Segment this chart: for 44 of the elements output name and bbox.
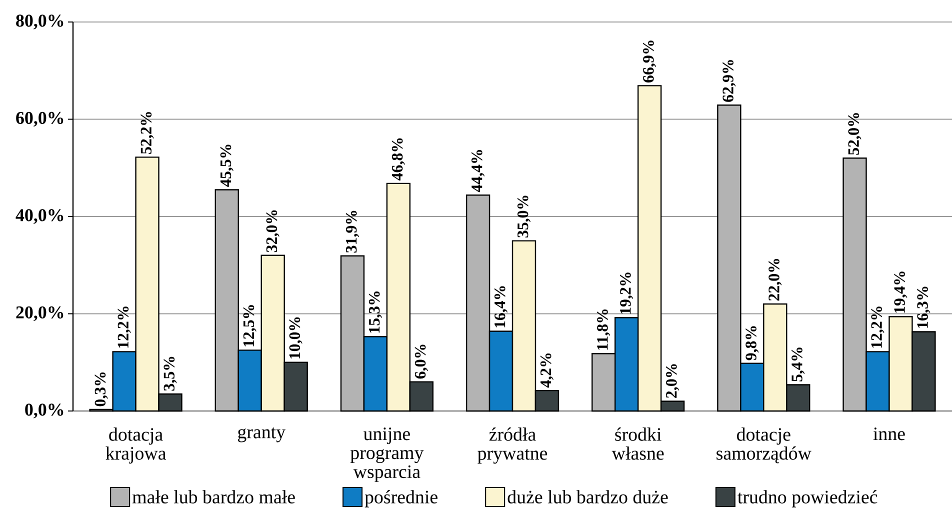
x-tick-label: dotacja krajowa [106,428,166,464]
y-tick-label: 20,0% [16,306,64,322]
legend-label: małe lub bardzo małe [132,490,295,504]
data-label: 35,0% [517,196,531,238]
legend-label: duże lub bardzo duże [508,490,668,504]
x-tick-label: dotacje samorządów [716,428,812,464]
data-label: 12,5% [243,305,256,346]
data-label: 46,8% [392,138,405,181]
data-label: 3,5% [164,356,177,391]
data-label: 2,0% [666,364,680,398]
x-tick-label: granty [238,428,286,442]
data-label: 62,9% [722,60,736,102]
data-label: 10,0% [289,317,302,358]
data-label: 9,8% [746,326,759,360]
data-label: 11,8% [597,309,610,350]
x-tick-label: źródła prywatne [478,428,548,464]
data-label: 22,0% [768,258,782,301]
data-label: 4,2% [540,354,554,388]
data-label: 0,3% [94,372,108,406]
y-tick-label: 80,0% [16,14,64,30]
data-label: 12,2% [871,306,884,348]
y-tick-label: 0,0% [25,404,64,418]
data-label: 32,0% [266,210,280,252]
data-label: 66,9% [643,40,656,82]
legend-label: trudno powiedzieć [738,490,878,508]
x-tick-label: inne [873,428,905,440]
data-label: 16,3% [917,286,930,328]
data-label: 5,4% [792,348,805,382]
data-label: 31,9% [346,210,360,253]
data-label: 45,5% [220,144,234,187]
y-tick-label: 40,0% [16,209,64,224]
legend-label: pośrednie [364,490,438,508]
data-label: 19,4% [894,272,908,313]
y-tick-label: 60,0% [16,112,64,127]
x-tick-label: unijne programy wsparcia [350,428,424,482]
data-label: 12,2% [118,306,131,348]
data-label: 19,2% [620,272,634,314]
data-label: 15,3% [368,292,382,333]
data-label: 52,2% [140,112,154,154]
x-tick-label: środki własne [612,428,664,460]
data-label: 52,0% [848,113,862,155]
data-label: 16,4% [494,286,508,328]
data-label: 6,0% [414,344,428,379]
data-label: 44,4% [472,150,485,192]
